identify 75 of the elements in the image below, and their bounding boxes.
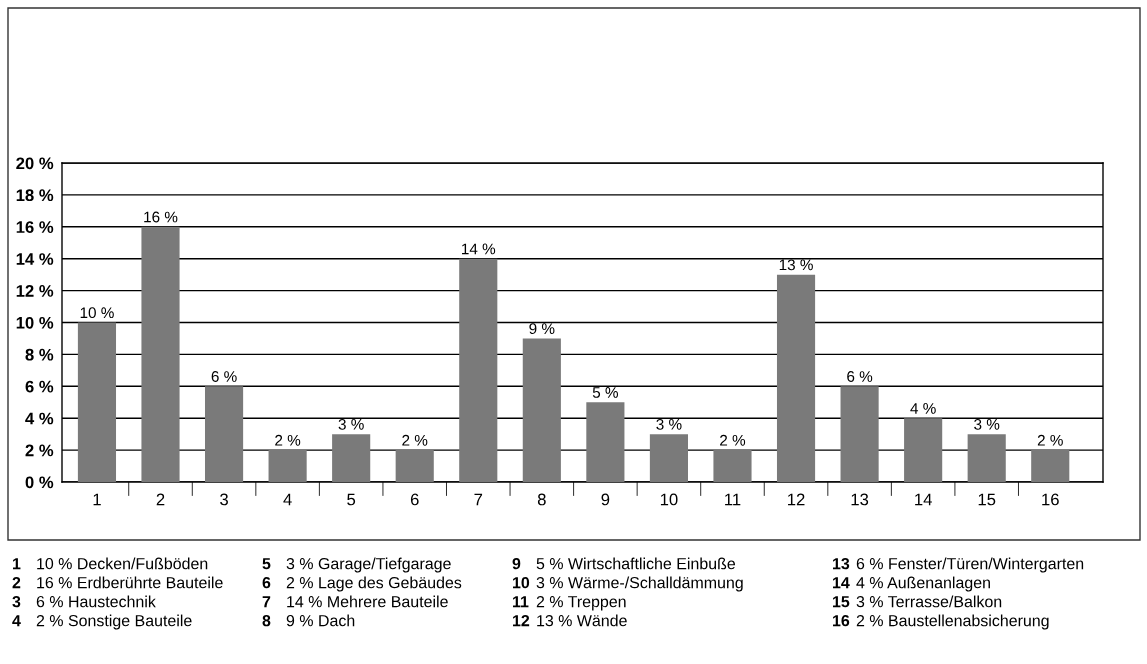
- bar: [967, 434, 1006, 482]
- y-tick-label: 14 %: [16, 253, 54, 265]
- text: 7 14 % Mehrere Bauteile: [262, 595, 448, 608]
- data-label: 5 %: [592, 387, 618, 398]
- x-tick-label: 5: [347, 493, 356, 506]
- data-label: 2 %: [1037, 434, 1063, 446]
- x-tick-label: 4: [283, 493, 292, 506]
- y-tick-label: 20 %: [16, 157, 54, 170]
- bar: [141, 226, 180, 482]
- bar: [713, 450, 752, 482]
- text: 6 2 % Lage des Gebäudes: [262, 576, 462, 592]
- data-label: 9 %: [529, 323, 555, 335]
- bar: [395, 450, 434, 482]
- x-tick-label: 6: [410, 493, 419, 506]
- x-tick-label: 8: [537, 493, 546, 506]
- bar: [586, 402, 625, 482]
- text: 9 5 % Wirtschaftliche Einbuße: [512, 557, 736, 570]
- x-tick-label: 10: [660, 493, 678, 506]
- text: 14 4 % Außenanlagen: [833, 576, 990, 592]
- data-label: 14 %: [462, 243, 496, 255]
- x-tick-label: 2: [156, 493, 165, 506]
- text: 3 6 % Haustechnik: [12, 595, 156, 608]
- y-tick-label: 6 %: [25, 380, 54, 393]
- text: 11 2 % Treppen: [513, 595, 626, 611]
- text: 5 3 % Garage/Tiefgarage: [262, 557, 451, 573]
- y-tick-label: 12 %: [16, 285, 54, 297]
- data-label: 6 %: [847, 371, 873, 382]
- text: 12 13 % Wände: [513, 614, 627, 627]
- text: 15 3 % Terrasse/Balkon: [833, 595, 1002, 608]
- bar: [776, 274, 816, 482]
- x-tick-label: 9: [601, 493, 610, 506]
- data-label: 6 %: [211, 371, 237, 382]
- bar: [649, 434, 688, 482]
- bar: [204, 386, 244, 482]
- data-label: 4 %: [910, 403, 936, 414]
- bar: [77, 322, 117, 482]
- x-tick-label: 16: [1042, 493, 1059, 506]
- y-tick-label: 8 %: [25, 348, 54, 361]
- data-label: 16 %: [144, 211, 178, 223]
- text: 2 16 % Erdberührte Bauteile: [12, 576, 223, 589]
- x-tick-label: 7: [474, 493, 483, 506]
- text: 4 2 % Sonstige Bauteile: [12, 614, 192, 630]
- data-label: 2 %: [720, 434, 746, 446]
- x-tick-label: 14: [915, 493, 932, 506]
- y-tick-label: 0 %: [25, 476, 54, 489]
- bar: [268, 450, 307, 482]
- data-label: 13 %: [779, 259, 813, 271]
- y-tick-label: 16 %: [16, 221, 54, 233]
- data-label: 2 %: [275, 434, 301, 446]
- bar: [332, 434, 371, 482]
- data-label: 3 %: [338, 418, 364, 430]
- y-tick-label: 10 %: [16, 316, 54, 329]
- y-tick-label: 2 %: [25, 444, 54, 457]
- data-label: 3 %: [974, 418, 1000, 430]
- data-label: 10 %: [80, 307, 114, 319]
- text: 1 10 % Decken/Fußböden: [13, 557, 208, 570]
- text: 13 6 % Fenster/Türen/Wintergarten: [833, 557, 1084, 573]
- bar: [840, 386, 879, 482]
- data-label: 3 %: [656, 418, 682, 430]
- data-label: 2 %: [402, 434, 428, 446]
- text: 16 2 % Baustellenabsicherung: [833, 614, 1049, 630]
- bar: [522, 338, 561, 482]
- x-tick-label: 12: [788, 493, 805, 506]
- y-tick-label: 18 %: [16, 189, 54, 202]
- x-tick-label: 3: [220, 493, 228, 506]
- bar: [904, 418, 943, 482]
- bar: [1031, 450, 1070, 482]
- x-tick-label: 1: [93, 493, 101, 506]
- text: 8 9 % Dach: [262, 614, 355, 627]
- x-tick-label: 15: [978, 493, 996, 506]
- text: 10 3 % Wärme-/Schalldämmung: [513, 576, 743, 592]
- x-tick-label: 13: [851, 493, 869, 506]
- bar: [459, 258, 498, 482]
- x-tick-label: 11: [725, 493, 741, 506]
- y-tick-label: 4 %: [25, 412, 54, 425]
